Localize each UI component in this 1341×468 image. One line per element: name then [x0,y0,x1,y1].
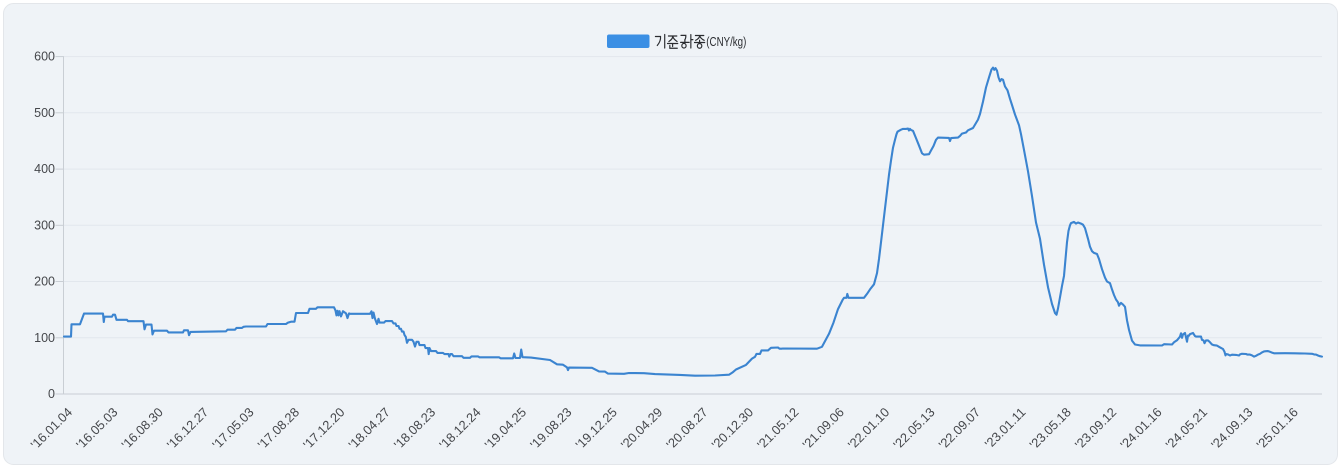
svg-text:100: 100 [34,331,55,345]
svg-text:0: 0 [48,387,55,401]
svg-text:600: 600 [34,50,55,64]
svg-text:200: 200 [34,275,55,289]
svg-text:(CNY/kg): (CNY/kg) [706,36,746,49]
svg-text:300: 300 [34,218,55,232]
svg-text:500: 500 [34,106,55,120]
svg-text:400: 400 [34,162,55,176]
